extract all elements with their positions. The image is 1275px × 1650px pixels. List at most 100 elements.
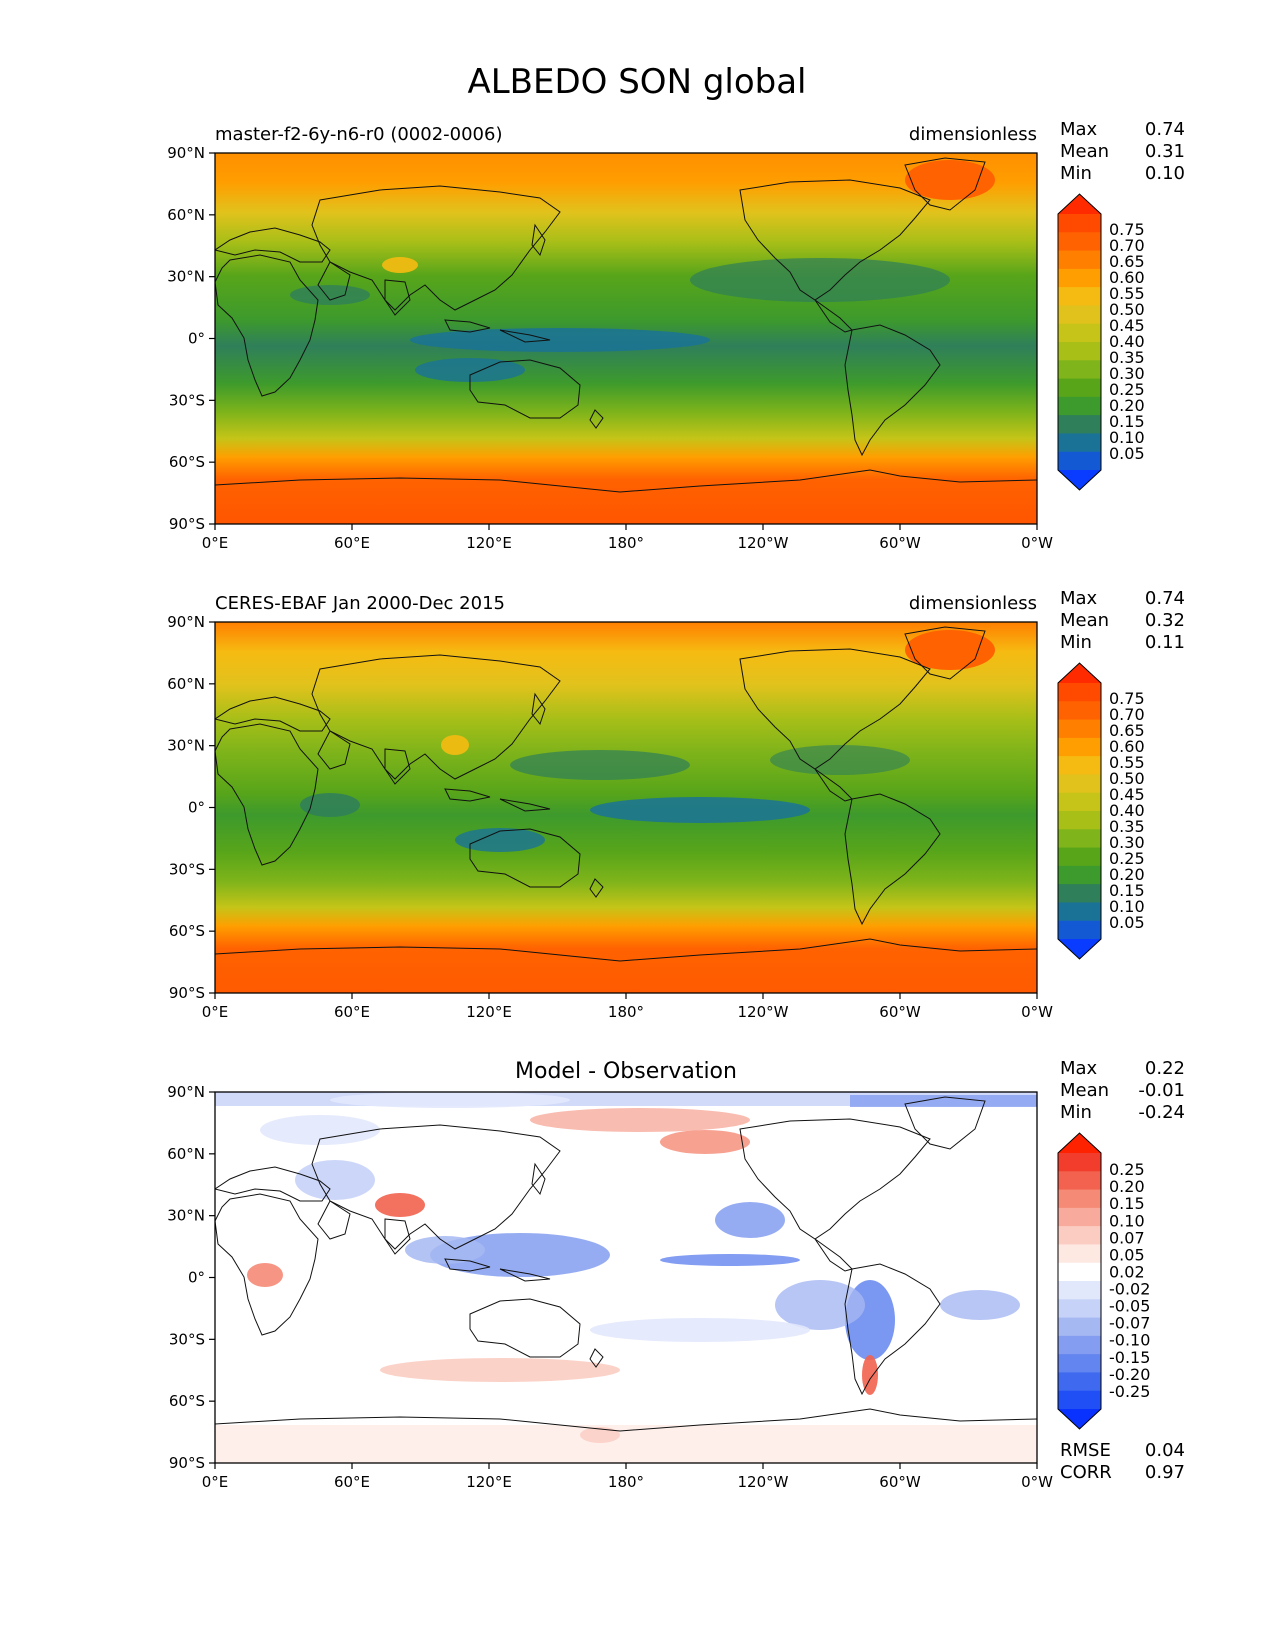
panel-diff-title: Model - Observation bbox=[515, 1059, 737, 1084]
colorbar-label: 0.75 bbox=[1109, 689, 1145, 708]
colorbar-label: 0.35 bbox=[1109, 817, 1145, 836]
colorbar-label: 0.65 bbox=[1109, 252, 1145, 271]
lon-tick-label: 0°E bbox=[202, 1473, 229, 1491]
colorbar-segment bbox=[1058, 1244, 1101, 1264]
colorbar-extend-max bbox=[1058, 1133, 1101, 1153]
lon-tick-label: 120°W bbox=[738, 1003, 789, 1021]
colorbar-segment bbox=[1058, 451, 1101, 471]
lon-tick-label: 0°E bbox=[202, 534, 229, 552]
colorbar-label: 0.40 bbox=[1109, 801, 1145, 820]
lon-tick-label: 0°W bbox=[1021, 534, 1053, 552]
stat-label: Mean bbox=[1060, 610, 1109, 631]
stat-label: Max bbox=[1060, 119, 1098, 140]
lon-tick-label: 120°E bbox=[466, 534, 512, 552]
lat-tick-label: 30°S bbox=[169, 391, 205, 409]
colorbar-segment bbox=[1058, 232, 1101, 252]
colorbar-label: 0.45 bbox=[1109, 785, 1145, 804]
stat-label: Max bbox=[1060, 1058, 1098, 1079]
coastlines-diff bbox=[215, 1096, 1037, 1432]
colorbar-segment bbox=[1058, 1207, 1101, 1227]
colorbar-label: 0.20 bbox=[1109, 865, 1145, 884]
stat-value: 0.74 bbox=[1145, 588, 1185, 609]
colorbar-label: 0.05 bbox=[1109, 444, 1145, 463]
colorbar-extend-max bbox=[1058, 194, 1101, 214]
lon-tick-label: 0°W bbox=[1021, 1473, 1053, 1491]
lon-tick-label: 60°E bbox=[334, 1473, 370, 1491]
coastlines-model bbox=[215, 157, 1037, 493]
stat-value: 0.22 bbox=[1145, 1058, 1185, 1079]
colorbar-label: 0.45 bbox=[1109, 316, 1145, 335]
colorbar-label: 0.15 bbox=[1109, 412, 1145, 431]
colorbar-segment bbox=[1058, 1189, 1101, 1209]
colorbar-extend-min bbox=[1058, 1409, 1101, 1429]
panel-diff-stats: Max 0.22 Mean -0.01 Min -0.24 bbox=[1060, 1058, 1185, 1123]
colorbar-segment bbox=[1058, 1281, 1101, 1300]
colorbar-segment bbox=[1058, 1335, 1101, 1355]
colorbar-segment bbox=[1058, 1372, 1101, 1392]
colorbar-label: 0.60 bbox=[1109, 268, 1145, 287]
colorbar-label: 0.25 bbox=[1109, 380, 1145, 399]
colorbar-label: 0.10 bbox=[1109, 428, 1145, 447]
colorbar-segment bbox=[1058, 719, 1101, 739]
lat-tick-label: 90°S bbox=[169, 1454, 205, 1472]
colorbar-segment bbox=[1058, 214, 1101, 233]
lon-tick-label: 60°W bbox=[879, 1473, 921, 1491]
lat-tick-label: 60°N bbox=[167, 675, 205, 693]
lon-tick-label: 180° bbox=[608, 1003, 644, 1021]
stat-value: 0.10 bbox=[1145, 163, 1185, 184]
stat-label: CORR bbox=[1060, 1462, 1112, 1483]
colorbar-label: 0.30 bbox=[1109, 364, 1145, 383]
colorbar-label: -0.15 bbox=[1109, 1348, 1150, 1367]
colorbar-segment bbox=[1058, 737, 1101, 757]
lat-tick-label: 30°N bbox=[167, 737, 205, 755]
colorbar-segment bbox=[1058, 829, 1101, 849]
colorbar-segment bbox=[1058, 920, 1101, 940]
panel-diff-colorbar: 0.250.200.150.100.070.050.02-0.02-0.05-0… bbox=[1057, 1132, 1150, 1430]
panel-model-lat-axis: 90°N 60°N 30°N 0° 30°S 60°S 90°S bbox=[167, 144, 215, 533]
colorbar-segment bbox=[1058, 792, 1101, 812]
colorbar-label: 0.25 bbox=[1109, 1160, 1145, 1179]
lon-tick-label: 60°W bbox=[879, 1003, 921, 1021]
lon-tick-label: 0°E bbox=[202, 1003, 229, 1021]
stat-value: 0.97 bbox=[1145, 1462, 1185, 1483]
lat-tick-label: 60°S bbox=[169, 453, 205, 471]
lat-tick-label: 0° bbox=[188, 1269, 205, 1287]
colorbar-segment bbox=[1058, 1262, 1101, 1282]
lat-tick-label: 90°S bbox=[169, 984, 205, 1002]
colorbar-outline bbox=[1057, 662, 1102, 960]
colorbar-segment bbox=[1058, 250, 1101, 270]
colorbar-label: 0.55 bbox=[1109, 753, 1145, 772]
panel-model-title: master-f2-6y-n6-r0 (0002-0006) bbox=[215, 124, 502, 145]
lon-tick-label: 60°E bbox=[334, 1003, 370, 1021]
stat-value: 0.31 bbox=[1145, 141, 1185, 162]
colorbar-segment bbox=[1058, 360, 1101, 380]
lat-tick-label: 60°S bbox=[169, 1392, 205, 1410]
panel-model-lon-axis: 0°E 60°E 120°E 180° 120°W 60°W 0°W bbox=[202, 524, 1053, 552]
lat-tick-label: 30°S bbox=[169, 1330, 205, 1348]
colorbar-segment bbox=[1058, 811, 1101, 830]
stat-label: Min bbox=[1060, 1102, 1092, 1123]
panel-diff-footer-stats: RMSE 0.04 CORR 0.97 bbox=[1060, 1440, 1185, 1483]
stat-value: 0.11 bbox=[1145, 632, 1185, 653]
colorbar-segment bbox=[1058, 865, 1101, 885]
lon-tick-label: 60°W bbox=[879, 534, 921, 552]
albedo-anomaly-patches-model bbox=[290, 160, 995, 382]
colorbar-label: 0.05 bbox=[1109, 1245, 1145, 1264]
colorbar-extend-min bbox=[1058, 470, 1101, 490]
colorbar-label: -0.20 bbox=[1109, 1365, 1150, 1384]
lat-tick-label: 90°N bbox=[167, 613, 205, 631]
lon-tick-label: 60°E bbox=[334, 534, 370, 552]
lon-tick-label: 120°W bbox=[738, 1473, 789, 1491]
colorbar-label: 0.50 bbox=[1109, 300, 1145, 319]
panel-diff-lat-axis: 90°N 60°N 30°N 0° 30°S 60°S 90°S bbox=[167, 1083, 215, 1472]
colorbar-segment bbox=[1058, 305, 1101, 325]
colorbar-label: 0.10 bbox=[1109, 1211, 1145, 1230]
colorbar-segment bbox=[1058, 1317, 1101, 1337]
colorbar-label: -0.05 bbox=[1109, 1297, 1150, 1316]
panel-obs-stats: Max 0.74 Mean 0.32 Min 0.11 bbox=[1060, 588, 1185, 653]
colorbar-segment bbox=[1058, 378, 1101, 398]
panel-model-stats: Max 0.74 Mean 0.31 Min 0.10 bbox=[1060, 119, 1185, 184]
lon-tick-label: 120°W bbox=[738, 534, 789, 552]
colorbar-segment bbox=[1058, 415, 1101, 434]
